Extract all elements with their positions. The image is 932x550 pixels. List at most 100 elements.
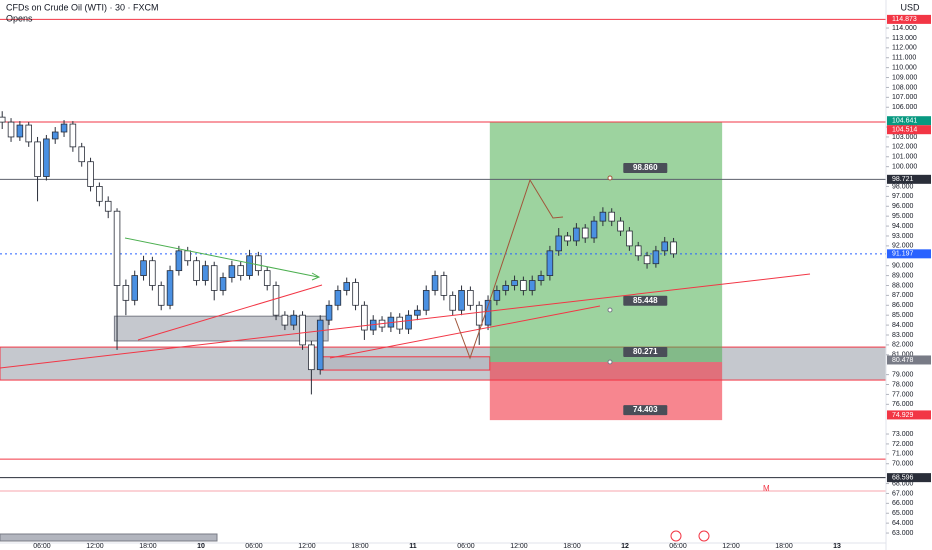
candle-body bbox=[51, 131, 59, 140]
trend-line bbox=[0, 273, 811, 369]
candle-body bbox=[361, 304, 368, 331]
anchor bbox=[607, 359, 613, 365]
candle-body bbox=[467, 290, 474, 306]
price-axis bbox=[886, 0, 932, 550]
x-tick-label: 06:00 bbox=[33, 543, 51, 550]
candle-body bbox=[661, 241, 668, 252]
candle-body bbox=[626, 230, 633, 247]
y-axis-label: USD bbox=[900, 2, 920, 12]
candle-body bbox=[299, 314, 306, 346]
y-tick-label: 100.000 bbox=[892, 164, 917, 171]
candle-body bbox=[122, 285, 130, 301]
price-tag bbox=[887, 249, 931, 259]
candle-body bbox=[590, 220, 598, 239]
candle-body bbox=[520, 280, 527, 291]
candle-body bbox=[308, 344, 315, 371]
candle-body bbox=[564, 235, 571, 242]
candle-body bbox=[43, 138, 50, 177]
x-tick-label: 10 bbox=[197, 543, 205, 550]
candle-body bbox=[272, 285, 280, 316]
zone bbox=[319, 356, 491, 371]
projection-path bbox=[454, 178, 564, 360]
y-tick-label: 68.000 bbox=[892, 480, 914, 487]
candle-body bbox=[440, 275, 448, 296]
candle-body bbox=[414, 309, 421, 316]
price-tag-label: 104.514 bbox=[892, 127, 917, 134]
candle-body bbox=[60, 123, 68, 133]
x-tick-label: 12:00 bbox=[86, 543, 104, 550]
candle-body bbox=[617, 220, 624, 232]
y-tick-label: 96.000 bbox=[892, 203, 914, 210]
trend-line bbox=[329, 305, 601, 359]
y-tick-label: 110.000 bbox=[892, 64, 917, 71]
candle-body bbox=[475, 304, 483, 326]
chart-subtitle: Opens bbox=[6, 13, 33, 23]
x-tick-label: 06:00 bbox=[457, 543, 475, 550]
candle-body bbox=[237, 265, 244, 276]
y-tick-label: 63.000 bbox=[892, 530, 914, 537]
scroll-bar[interactable] bbox=[0, 533, 218, 542]
x-tick-label: 12 bbox=[621, 543, 629, 550]
price-tag bbox=[887, 355, 931, 365]
y-tick-label: 101.000 bbox=[892, 154, 917, 161]
candle-body bbox=[157, 285, 165, 306]
event-icon[interactable] bbox=[670, 530, 682, 542]
y-tick-label: 93.000 bbox=[892, 233, 914, 240]
candle-body bbox=[422, 290, 430, 311]
candle-body bbox=[87, 161, 94, 187]
candle-body bbox=[0, 116, 6, 123]
price-label-box bbox=[623, 162, 668, 173]
candle-body bbox=[405, 314, 412, 330]
y-tick-label: 73.000 bbox=[892, 431, 914, 438]
price-label-box bbox=[623, 405, 668, 416]
x-tick-label: 12:00 bbox=[722, 543, 740, 550]
trend-line bbox=[137, 284, 323, 341]
x-tick-label: 11 bbox=[409, 543, 417, 550]
y-tick-label: 76.000 bbox=[892, 401, 914, 408]
candle-body bbox=[670, 241, 677, 255]
x-tick-label: 06:00 bbox=[245, 543, 263, 550]
candle-body bbox=[493, 290, 501, 301]
candle-body bbox=[511, 280, 518, 286]
y-tick-label: 79.000 bbox=[892, 371, 914, 378]
candle-body bbox=[573, 227, 580, 242]
y-tick-label: 92.000 bbox=[892, 243, 914, 250]
candle-body bbox=[16, 124, 24, 138]
loss-zone bbox=[489, 362, 723, 421]
price-tag bbox=[887, 14, 931, 24]
price-tag bbox=[887, 174, 931, 184]
price-tag bbox=[887, 473, 931, 483]
candle-body bbox=[352, 282, 359, 306]
candle-body bbox=[528, 280, 536, 291]
candle-body bbox=[104, 200, 112, 212]
candle-body bbox=[290, 314, 297, 326]
y-tick-label: 107.000 bbox=[892, 94, 917, 101]
candle-body bbox=[34, 141, 41, 177]
candle-body bbox=[184, 250, 191, 262]
candle-body bbox=[193, 260, 200, 281]
candle-body bbox=[263, 270, 271, 286]
candle-body bbox=[219, 277, 227, 291]
y-tick-label: 81.000 bbox=[892, 352, 914, 359]
candle-body bbox=[131, 275, 138, 301]
y-tick-label: 102.000 bbox=[892, 144, 917, 151]
candle-body bbox=[166, 270, 174, 306]
y-tick-label: 114.000 bbox=[892, 25, 917, 32]
y-tick-label: 70.000 bbox=[892, 461, 914, 468]
y-tick-label: 106.000 bbox=[892, 104, 917, 111]
candle-body bbox=[228, 265, 236, 278]
candle-body bbox=[202, 265, 209, 281]
candle-body bbox=[652, 250, 660, 265]
chart-title: CFDs on Crude Oil (WTI) · 30 · FXCM bbox=[6, 2, 159, 12]
price-tag-label: 104.641 bbox=[892, 118, 917, 125]
y-tick-label: 95.000 bbox=[892, 213, 914, 220]
candle-body bbox=[608, 211, 615, 222]
x-tick-label: 13 bbox=[833, 543, 841, 550]
candle-body bbox=[458, 290, 465, 311]
y-tick-label: 108.000 bbox=[892, 84, 917, 91]
candle-body bbox=[643, 255, 651, 265]
y-tick-label: 85.000 bbox=[892, 312, 914, 319]
event-icon[interactable] bbox=[698, 530, 710, 542]
candle-body bbox=[255, 255, 262, 272]
